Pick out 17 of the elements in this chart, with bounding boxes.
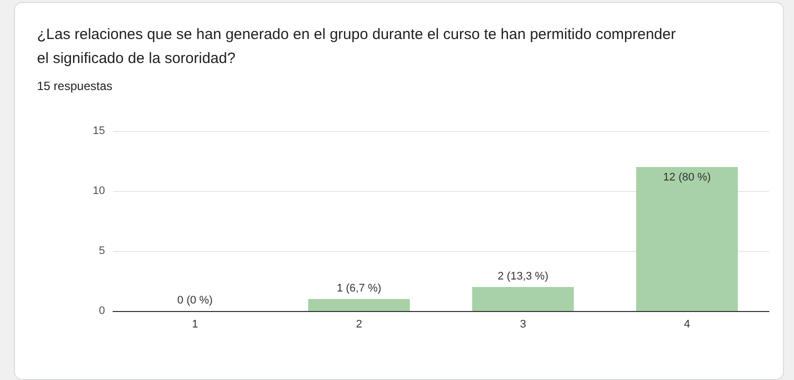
data-label: 12 (80 %) (663, 172, 711, 184)
y-tick-label: 10 (92, 185, 105, 197)
bar (636, 167, 738, 311)
bar (308, 299, 410, 311)
x-tick-label: 3 (520, 318, 526, 330)
data-label: 0 (0 %) (177, 294, 213, 306)
bar (472, 287, 574, 311)
x-tick-label: 2 (356, 318, 362, 330)
y-tick-label: 0 (98, 305, 105, 317)
chart-title: ¿Las relaciones que se han generado en el grupo durante el curso te han permitido comprender el significado de la sororidad? (37, 25, 677, 69)
x-tick-label: 1 (192, 318, 198, 330)
chart-subtitle: 15 respuestas (37, 79, 112, 93)
data-label: 2 (13,3 %) (498, 270, 548, 282)
data-label: 1 (6,7 %) (336, 282, 382, 294)
y-tick-label: 5 (98, 245, 105, 257)
x-tick-label: 4 (684, 318, 690, 330)
y-tick-label: 15 (92, 125, 105, 137)
